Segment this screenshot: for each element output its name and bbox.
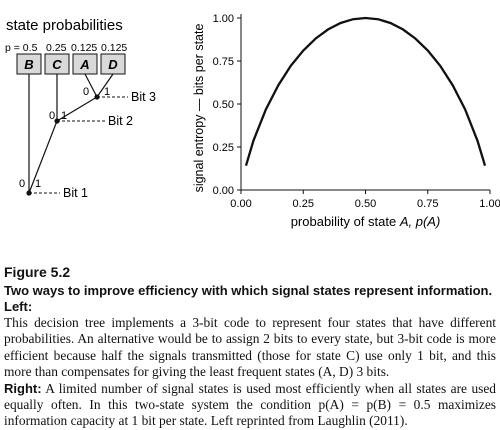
y-tick-label: 0.75 xyxy=(213,56,234,68)
node-bit-2 xyxy=(54,118,60,124)
state-box-a: A xyxy=(72,53,98,75)
x-axis-label: probability of state A, p(A) xyxy=(291,214,441,229)
bit-leaders xyxy=(29,96,128,194)
tree-branches xyxy=(28,73,114,194)
node-bit-3 xyxy=(94,94,100,100)
state-b-label: B xyxy=(24,57,33,72)
node-bit-1 xyxy=(26,190,32,196)
figure-panel: state probabilities p = 0.5 0.25 0.125 0… xyxy=(5,13,500,229)
prob-a: 0.125 xyxy=(71,42,97,54)
figure-svg: state probabilities p = 0.5 0.25 0.125 0… xyxy=(5,13,500,229)
bit3-one: 1 xyxy=(104,86,110,98)
prob-d: 0.125 xyxy=(101,42,127,54)
state-a-label: A xyxy=(79,57,89,72)
bit1-one: 1 xyxy=(35,178,41,190)
state-d-label: D xyxy=(108,57,118,72)
y-tick-label: 0.50 xyxy=(213,99,234,111)
entropy-chart: 0.00 0.25 0.50 0.75 1.00 0.00 0.25 0.50 0.75 1.0… xyxy=(192,13,500,229)
state-box-c: C xyxy=(44,53,70,75)
state-box-d: D xyxy=(100,53,126,75)
prob-b: p = 0.5 xyxy=(5,42,38,54)
bit1-zero: 0 xyxy=(19,178,25,190)
caption-right-body: A limited number of signal states is use… xyxy=(4,380,497,429)
x-tick-label: 0.25 xyxy=(293,198,314,210)
caption-title: Two ways to improve efficiency with whic… xyxy=(4,283,493,314)
state-c-label: C xyxy=(52,57,62,72)
x-tick-label: 0.75 xyxy=(417,198,438,210)
y-tick-label: 0.25 xyxy=(213,142,234,154)
bit3-zero: 0 xyxy=(83,86,89,98)
bit-1-label: Bit 1 xyxy=(63,186,88,200)
bit2-zero: 0 xyxy=(49,110,55,122)
caption-right-label: Right: xyxy=(4,380,42,396)
x-axis-label-variable: A, p(A) xyxy=(399,214,440,229)
entropy-curve xyxy=(244,16,487,167)
x-axis-label-text: probability of state xyxy=(291,214,400,229)
prob-c: 0.25 xyxy=(46,42,67,54)
y-axis: 0.00 0.25 0.50 0.75 1.00 xyxy=(213,13,242,197)
figure-caption: Figure 5.2 Two ways to improve efficienc… xyxy=(4,264,496,430)
caption-right-text: Right: A limited number of signal states… xyxy=(4,381,496,430)
y-axis-label: signal entropy — bits per state xyxy=(192,24,206,193)
x-tick-label: 0.00 xyxy=(230,198,251,210)
y-tick-label: 1.00 xyxy=(213,13,234,25)
x-tick-label: 1.00 xyxy=(479,198,500,210)
x-axis: 0.00 0.25 0.50 0.75 1.00 xyxy=(230,189,500,210)
tree-title: state probabilities xyxy=(6,17,123,34)
bit-3-label: Bit 3 xyxy=(131,90,156,104)
bit2-one: 1 xyxy=(61,110,67,122)
caption-left-text: This decision tree implements a 3-bit co… xyxy=(4,315,496,380)
figure-label: Figure 5.2 xyxy=(4,264,71,280)
state-box-b: B xyxy=(16,53,42,75)
decision-tree: state probabilities p = 0.5 0.25 0.125 0… xyxy=(5,17,156,200)
bit-2-label: Bit 2 xyxy=(108,114,133,128)
x-tick-label: 0.50 xyxy=(355,198,376,210)
y-tick-label: 0.00 xyxy=(213,185,234,197)
